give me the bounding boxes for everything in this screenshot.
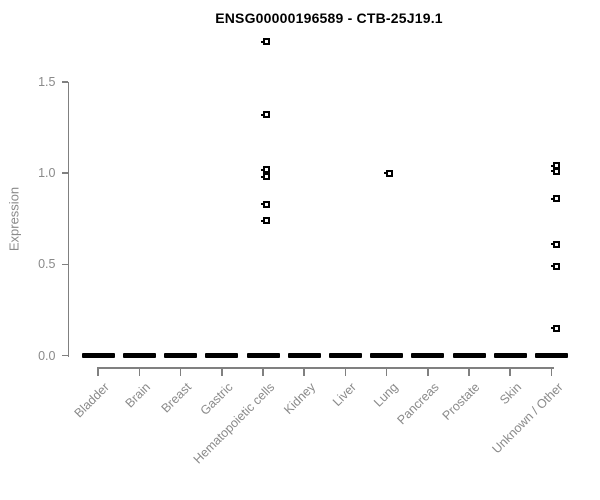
x-axis-line — [97, 367, 555, 369]
y-axis-line — [67, 82, 69, 357]
data-point — [550, 240, 560, 248]
zero-line-dash — [411, 353, 445, 358]
chart-title: ENSG00000196589 - CTB-25J19.1 — [215, 10, 443, 26]
data-point — [550, 195, 560, 203]
x-axis-tick — [179, 368, 182, 376]
zero-line-dash — [493, 353, 527, 358]
data-point — [260, 173, 270, 181]
x-axis-tick — [221, 368, 223, 376]
data-point — [260, 200, 270, 208]
y-axis-tick — [61, 81, 68, 83]
data-point — [260, 111, 270, 119]
x-category-label: Breast — [159, 380, 195, 416]
zero-line-dash — [452, 353, 486, 358]
y-tick-label: 0.5 — [38, 257, 56, 272]
y-tick-label: 1.0 — [38, 166, 56, 181]
x-category-label: Skin — [497, 380, 525, 408]
x-axis-tick — [344, 368, 347, 376]
x-category-label: Lung — [370, 380, 401, 410]
x-axis-tick — [468, 368, 470, 376]
data-point — [550, 262, 560, 270]
data-point — [550, 167, 560, 175]
y-axis-tick — [61, 172, 68, 174]
zero-line-dash — [328, 353, 362, 358]
y-axis-label: Expression — [6, 186, 22, 252]
x-category-label: Kidney — [281, 380, 319, 417]
zero-line-dash — [164, 353, 198, 358]
zero-line-dash — [246, 353, 280, 358]
zero-line-dash — [287, 353, 321, 358]
data-point — [260, 217, 270, 225]
x-category-label: Bladder — [71, 380, 113, 421]
data-point — [384, 169, 394, 177]
data-point — [260, 38, 270, 46]
x-category-label: Gastric — [197, 380, 236, 418]
x-axis-tick — [385, 368, 388, 376]
zero-line-dash — [534, 353, 568, 358]
x-axis-tick — [427, 368, 429, 376]
zero-line-dash — [205, 353, 239, 358]
zero-line-dash — [81, 353, 115, 358]
y-tick-label: 1.5 — [38, 75, 56, 89]
y-axis-tick — [61, 263, 68, 266]
x-category-label: Brain — [122, 380, 154, 411]
y-tick-label: 0.0 — [38, 348, 56, 363]
x-axis-tick — [97, 368, 99, 376]
data-point — [260, 166, 270, 174]
x-axis-tick — [138, 368, 141, 376]
zero-line-dash — [122, 353, 156, 358]
x-category-label: Pancreas — [394, 380, 442, 428]
x-axis-tick — [550, 368, 553, 376]
x-axis-tick — [509, 368, 511, 376]
data-point — [550, 324, 560, 332]
x-axis-tick — [303, 368, 305, 376]
x-category-label: Prostate — [440, 380, 483, 423]
x-category-label: Liver — [330, 380, 360, 410]
x-category-label: Hematopoietic cells — [190, 380, 277, 467]
x-axis-tick — [262, 368, 264, 376]
zero-line-dash — [370, 353, 404, 358]
y-axis-tick — [61, 354, 68, 357]
x-category-label: Unknown / Other — [489, 380, 566, 457]
